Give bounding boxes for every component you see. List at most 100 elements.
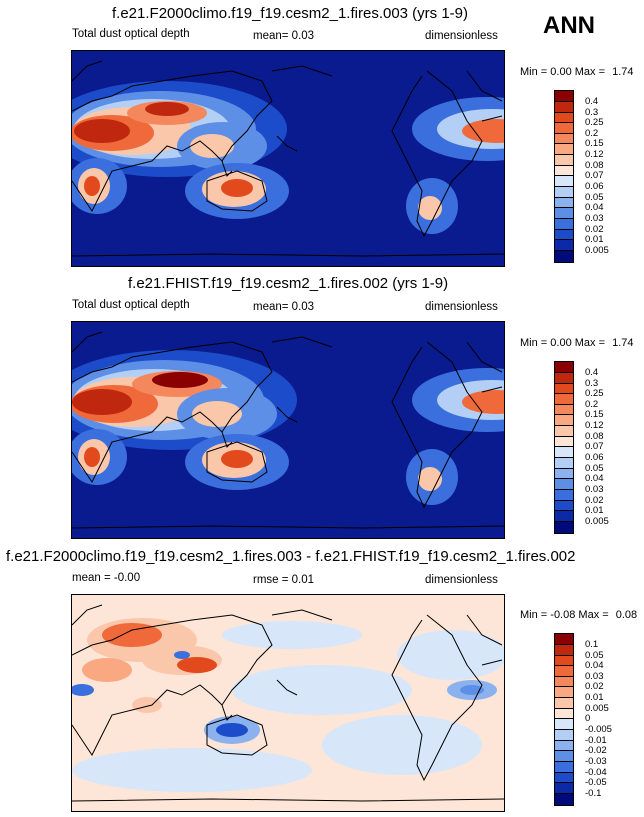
panel2-colorbar-label: 0.08 <box>585 431 604 442</box>
panel1-colorbar-swatch <box>555 102 573 113</box>
panel1-minmax: Min = 0.00 Max = 1.74 <box>520 66 634 78</box>
panel2-colorbar-label: 0.07 <box>585 441 604 452</box>
panel2-colorbar-label: 0.02 <box>585 495 604 506</box>
panel3-colorbar-label: -0.005 <box>585 724 612 735</box>
panel1-colorbar-label: 0.04 <box>585 202 604 213</box>
panel2-colorbar-swatch <box>555 426 573 437</box>
panel2-colorbar-swatch <box>555 490 573 501</box>
panel3-colorbar-label: 0.01 <box>585 692 604 703</box>
panel2-dust-southern-africa <box>72 429 127 485</box>
panel1-colorbar-swatch <box>555 91 573 102</box>
panel3-difference-patches <box>72 618 504 792</box>
panel1-dust-atlantic-plume <box>412 97 504 161</box>
panel1-mean-label: mean= 0.03 <box>253 30 315 42</box>
panel1-colorbar-label: 0.12 <box>585 149 604 160</box>
panel1-variable-label: Total dust optical depth <box>72 28 190 40</box>
panel1-colorbar-swatch <box>555 134 573 144</box>
panel1-title: f.e21.F2000climo.f19_f19.cesm2_1.fires.0… <box>112 5 469 22</box>
panel3-colorbar-swatch <box>555 656 573 666</box>
panel1-max-label: Max = <box>574 66 606 78</box>
panel3-colorbar-label: -0.01 <box>585 735 607 746</box>
panel1-colorbar-label: 0.4 <box>585 96 599 107</box>
panel1-colorbar-swatch <box>555 198 573 208</box>
panel3-map <box>71 594 505 812</box>
season-label: ANN <box>543 12 595 39</box>
panel1-colorbar-swatch <box>555 240 573 251</box>
panel3-colorbar-label: 0.05 <box>585 650 604 661</box>
panel3-minmax: Min = -0.08 Max = 0.08 <box>520 609 637 621</box>
panel2-colorbar-swatch <box>555 362 573 373</box>
panel2-map <box>71 321 505 539</box>
panel3-colorbar-label: -0.02 <box>585 745 607 756</box>
panel3-colorbar-swatch <box>555 677 573 687</box>
panel1-colorbar-label: 0.05 <box>585 192 604 203</box>
panel1-colorbar-label: 0.02 <box>585 224 604 235</box>
panel3-colorbar-swatch <box>555 783 573 794</box>
panel1-colorbar-label: 0.15 <box>585 138 604 149</box>
panel2-mean-label: mean= 0.03 <box>253 301 315 313</box>
panel3-colorbar-label: -0.05 <box>585 777 607 788</box>
panel2-dust-south-america <box>406 449 458 505</box>
panel1-colorbar-swatch <box>555 208 573 219</box>
panel3-colorbar-swatch <box>555 709 573 719</box>
panel2-colorbar <box>554 361 574 534</box>
panel3-min-value: -0.08 <box>550 609 576 621</box>
panel2-colorbar-label: 0.25 <box>585 388 604 399</box>
panel2-colorbar-swatch <box>555 447 573 458</box>
panel3-colorbar-swatch <box>555 762 573 773</box>
panel2-colorbar-swatch <box>555 373 573 384</box>
panel3-min-label: Min = <box>520 609 548 621</box>
panel3-title: f.e21.F2000climo.f19_f19.cesm2_1.fires.0… <box>6 548 576 565</box>
panel2-colorbar-label: 0.04 <box>585 473 604 484</box>
panel1-min-value: 0.00 <box>550 66 572 78</box>
panel3-mean-label: mean = -0.00 <box>72 572 141 584</box>
panel3-units-label: dimensionless <box>425 574 498 586</box>
panel2-colorbar-label: 0.005 <box>585 516 609 527</box>
panel3-rmse-label: rmse = 0.01 <box>253 574 315 586</box>
panel3-max-value: 0.08 <box>615 609 638 621</box>
panel2-coastlines <box>72 331 504 529</box>
panel3-colorbar-swatch <box>555 645 573 656</box>
panel3-colorbar-label: 0.005 <box>585 703 609 714</box>
panel2-dust-australia <box>185 434 289 490</box>
panel2-colorbar-swatch <box>555 405 573 415</box>
panel1-coastlines <box>72 60 504 257</box>
panel3-colorbar <box>554 633 574 806</box>
panel3-colorbar-swatch <box>555 751 573 762</box>
panel3-colorbar-swatch <box>555 730 573 741</box>
panel2-colorbar-label: 0.4 <box>585 367 599 378</box>
panel1-map <box>71 50 505 267</box>
panel1-colorbar-swatch <box>555 123 573 134</box>
panel2-colorbar-label: 0.2 <box>585 399 599 410</box>
panel2-units-label: dimensionless <box>425 301 498 313</box>
panel1-colorbar-swatch <box>555 187 573 198</box>
panel1-colorbar-label: 0.01 <box>585 234 604 245</box>
panel2-colorbar-label: 0.01 <box>585 505 604 516</box>
panel1-colorbar-label: 0.03 <box>585 213 604 224</box>
panel1-colorbar-swatch <box>555 144 573 155</box>
panel2-map-svg <box>72 322 504 538</box>
panel1-colorbar-label: 0.08 <box>585 160 604 171</box>
panel2-variable-label: Total dust optical depth <box>72 299 190 311</box>
panel2-dust-plume-india <box>177 388 277 440</box>
panel1-colorbar-label: 0.3 <box>585 107 599 118</box>
panel2-dust-atlantic-plume <box>412 368 504 432</box>
panel1-colorbar-label: 0.2 <box>585 128 599 139</box>
panel3-colorbar-swatch <box>555 741 573 751</box>
panel2-title: f.e21.FHIST.f19_f19.cesm2_1.fires.002 (y… <box>128 275 449 292</box>
panel2-min-value: 0.00 <box>550 337 572 349</box>
panel3-coastlines <box>72 604 504 802</box>
panel1-colorbar-swatch <box>555 113 573 123</box>
panel3-colorbar-swatch <box>555 719 573 730</box>
panel2-minmax: Min = 0.00 Max = 1.74 <box>520 337 634 349</box>
panel2-colorbar-label: 0.06 <box>585 452 604 463</box>
panel3-colorbar-swatch <box>555 634 573 645</box>
panel2-colorbar-swatch <box>555 511 573 522</box>
panel2-max-label: Max = <box>574 337 606 349</box>
panel2-colorbar-swatch <box>555 469 573 479</box>
panel2-colorbar-label: 0.12 <box>585 420 604 431</box>
panel3-colorbar-label: 0.04 <box>585 660 604 671</box>
panel1-colorbar-swatch <box>555 230 573 240</box>
panel3-max-label: Max = <box>578 609 609 621</box>
panel2-max-value: 1.74 <box>612 337 634 349</box>
